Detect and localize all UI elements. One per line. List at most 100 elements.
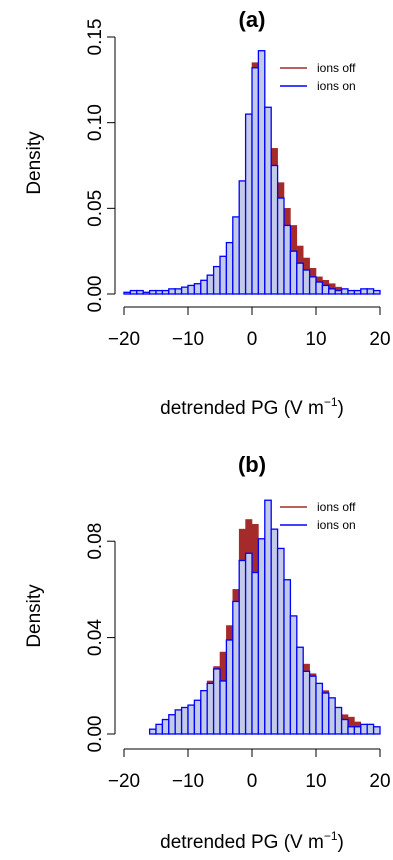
ions-on-bar-b-11 (193, 699, 202, 735)
x-tick-label-b-4: 20 (369, 771, 390, 792)
ions-on-bar-b-6 (161, 718, 170, 735)
ions-on-bar-a-1 (129, 289, 138, 295)
ions-on-bar-b-23 (270, 528, 279, 735)
ions-on-bar-a-39 (372, 289, 381, 295)
ions-on-bar-a-16 (225, 241, 234, 295)
ions-on-bar-b-28 (302, 670, 311, 735)
panel-a-title: (a) (239, 7, 266, 32)
ions-on-bar-b-22 (264, 499, 272, 735)
panel-b-ylabel: Density (24, 584, 45, 648)
x-tick-label-b-2: 0 (247, 771, 258, 792)
ions-on-bar-a-23 (270, 164, 279, 295)
panel-b-bars (148, 499, 381, 735)
panel-b-xlabel-sup: −1 (324, 829, 338, 843)
panel-b-xlabel: detrended PG (V m−1) (160, 829, 344, 853)
ions-on-bar-a-36 (353, 289, 362, 295)
ions-on-bar-a-25 (283, 224, 292, 295)
panel-b-title: (b) (238, 452, 266, 477)
ions-on-bar-b-24 (276, 547, 285, 735)
legend-label-b-0: ions off (317, 500, 356, 514)
panel-b-axes: −20 −10 0 10 20 0.00 0.04 0.08 (85, 523, 391, 792)
y-tick-label-a-3: 0.15 (85, 19, 106, 56)
ions-on-bar-a-35 (347, 289, 356, 295)
ions-on-bar-b-5 (155, 723, 164, 735)
legend-label-b-1: ions on (317, 518, 356, 532)
panel-a-bars (123, 50, 381, 295)
ions-on-bar-a-15 (219, 255, 228, 295)
ions-on-bar-b-39 (372, 726, 381, 735)
ions-on-bar-a-5 (155, 289, 164, 295)
ions-on-bar-b-4 (148, 728, 157, 735)
ions-on-bar-a-30 (315, 281, 324, 295)
ions-on-bar-b-38 (366, 723, 375, 735)
panel-a-legend: ions off ions on (280, 61, 356, 93)
ions-on-bar-a-11 (193, 283, 202, 295)
ions-on-bar-a-14 (212, 265, 221, 295)
ions-on-bar-b-35 (347, 726, 356, 735)
ions-on-bar-a-26 (289, 250, 298, 295)
panel-a-ylabel: Density (24, 131, 45, 195)
ions-on-bar-a-20 (251, 67, 260, 295)
ions-on-bar-b-33 (334, 706, 343, 735)
ions-on-bar-a-3 (142, 291, 151, 295)
x-tick-label-b-1: −10 (172, 771, 204, 792)
ions-on-bar-b-19 (244, 552, 253, 735)
ions-on-bar-a-31 (321, 284, 330, 295)
x-tick-label-a-0: −20 (108, 329, 140, 350)
ions-on-bar-a-19 (244, 113, 253, 295)
legend-label-a-0: ions off (317, 61, 356, 75)
ions-on-bar-a-4 (148, 289, 157, 295)
y-tick-label-a-0: 0.00 (85, 276, 106, 313)
x-tick-label-b-3: 10 (305, 771, 326, 792)
ions-on-bar-b-36 (353, 726, 362, 735)
ions-on-bar-a-7 (168, 288, 176, 295)
ions-on-bar-b-16 (225, 639, 234, 735)
ions-on-bar-b-9 (180, 706, 189, 735)
panel-a-xlabel-close: ) (338, 398, 344, 419)
x-tick-label-a-1: −10 (172, 329, 204, 350)
ions-on-bar-b-29 (308, 675, 317, 735)
ions-on-bar-a-13 (206, 274, 215, 295)
y-tick-label-a-1: 0.05 (85, 190, 106, 227)
ions-on-bar-a-12 (200, 279, 208, 295)
ions-on-bar-a-37 (360, 288, 368, 295)
panel-b-xlabel-main: detrended PG (V m (160, 832, 324, 853)
ions-on-bar-a-22 (264, 106, 272, 295)
ions-on-bar-b-30 (315, 682, 324, 735)
ions-on-bar-b-18 (238, 559, 247, 735)
ions-on-bar-a-29 (308, 276, 317, 295)
ions-on-bar-a-33 (334, 289, 343, 295)
ions-on-bar-b-31 (321, 692, 330, 735)
ions-on-bar-b-17 (232, 600, 240, 735)
ions-on-bar-b-15 (219, 680, 228, 735)
ions-on-bar-a-34 (340, 288, 349, 295)
panel-b-legend: ions off ions on (280, 500, 356, 532)
ions-on-bar-a-10 (187, 284, 196, 295)
x-tick-label-a-3: 10 (305, 329, 326, 350)
legend-label-a-1: ions on (317, 79, 356, 93)
y-tick-label-b-0: 0.00 (85, 716, 106, 753)
panel-b-xlabel-close: ) (338, 832, 344, 853)
panel-a: (a) Density detrended PG (V m−1) −20 −10 0… (24, 7, 391, 419)
ions-on-bar-b-37 (360, 723, 368, 735)
y-tick-label-b-2: 0.08 (85, 523, 106, 560)
panel-b: (b) Density detrended PG (V m−1) −20 −10 0… (24, 452, 391, 853)
ions-on-bar-a-38 (366, 288, 375, 295)
ions-on-bar-a-0 (123, 291, 132, 295)
ions-on-bar-a-21 (257, 50, 266, 295)
panel-a-axes: −20 −10 0 10 20 0.00 0.05 0.10 0.15 (85, 19, 391, 350)
ions-on-bar-b-8 (174, 709, 183, 735)
ions-on-bar-a-32 (328, 288, 336, 295)
ions-on-bar-a-9 (180, 286, 189, 295)
ions-on-bar-b-25 (283, 579, 292, 735)
ions-on-bar-a-8 (174, 288, 183, 295)
ions-on-bar-b-20 (251, 571, 260, 735)
ions-on-bar-a-17 (232, 216, 240, 295)
panel-a-xlabel: detrended PG (V m−1) (160, 395, 344, 419)
ions-on-bar-b-10 (187, 704, 196, 735)
ions-on-bar-b-13 (206, 682, 215, 735)
x-tick-label-b-0: −20 (108, 771, 140, 792)
y-tick-label-b-1: 0.04 (85, 619, 106, 656)
ions-on-bar-b-26 (289, 615, 298, 735)
